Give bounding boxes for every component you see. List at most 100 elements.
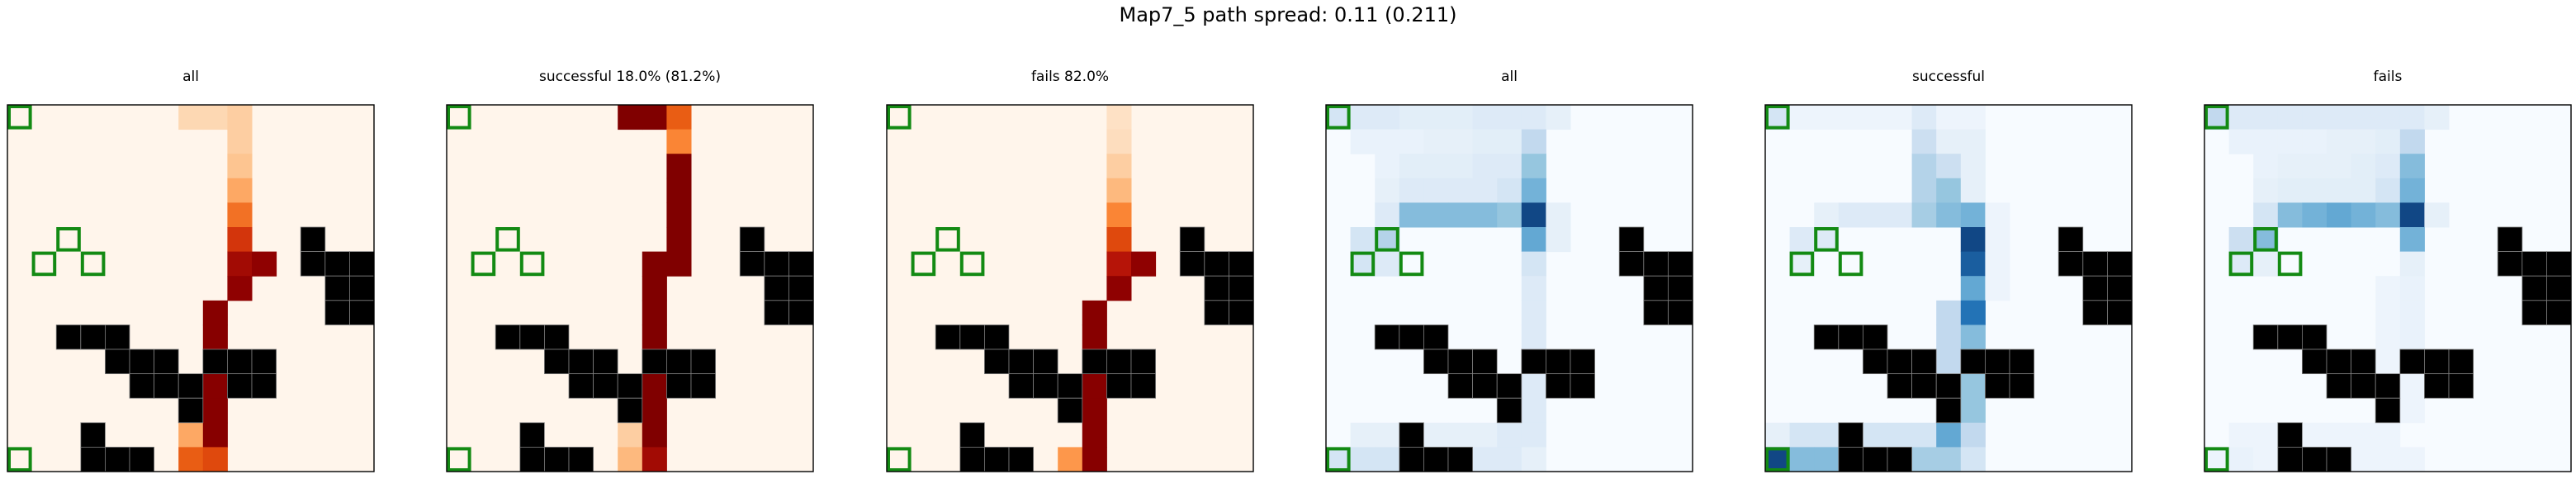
wall-cell xyxy=(2277,324,2303,350)
wall-cell xyxy=(1374,324,1400,350)
wall-cell xyxy=(690,349,717,375)
heatmap-cell xyxy=(2375,447,2401,472)
heatmap-cell xyxy=(642,373,667,399)
heatmap-cell xyxy=(2253,129,2279,154)
wall-cell xyxy=(2057,226,2084,253)
heatmap-cell xyxy=(1521,202,1546,228)
heatmap-cell xyxy=(1960,227,1986,253)
wall-cell xyxy=(1082,349,1107,375)
wall-cell xyxy=(984,447,1010,472)
marker-square xyxy=(1789,251,1815,277)
wall-cell xyxy=(2351,373,2376,399)
heatmap-cell xyxy=(1960,398,1986,424)
heatmap-cell xyxy=(227,178,253,203)
wall-cell xyxy=(1033,349,1058,375)
heatmap-cell xyxy=(2253,447,2279,472)
heatmap-cell xyxy=(2253,422,2279,448)
wall-cell xyxy=(959,324,985,350)
heatmap-cell xyxy=(1960,202,1986,228)
wall-cell xyxy=(1229,300,1254,325)
heatmap-cell xyxy=(666,202,692,228)
heatmap-cell xyxy=(1911,202,1937,228)
heatmap-cell xyxy=(1789,422,1815,448)
heatmap-cell xyxy=(1472,129,1498,154)
heatmap-cell xyxy=(2399,447,2425,472)
marker-square xyxy=(2253,227,2278,252)
heatmap-cell xyxy=(1106,154,1132,179)
heatmap-cell xyxy=(1106,251,1132,277)
heatmap-cell xyxy=(1521,373,1546,399)
heatmap-cell xyxy=(1131,251,1157,277)
wall-cell xyxy=(1447,373,1474,399)
heatmap-cell xyxy=(1350,129,1376,154)
heatmap-cell xyxy=(642,300,667,325)
wall-cell xyxy=(2277,422,2303,448)
heatmap-cell xyxy=(2277,178,2303,203)
heatmap-cell xyxy=(1448,105,1474,130)
heatmap-cell xyxy=(2375,300,2401,325)
heatmap-cell xyxy=(1985,227,2010,253)
marker-square xyxy=(31,251,57,277)
heatmap-cell xyxy=(618,105,643,130)
heatmap-cell xyxy=(1960,447,1986,472)
heatmap-cell xyxy=(2399,300,2425,325)
wall-cell xyxy=(617,397,643,424)
heatmap-cell xyxy=(1448,202,1474,228)
wall-cell xyxy=(2423,349,2450,375)
marker-square xyxy=(2204,447,2229,472)
heatmap-cell xyxy=(1814,422,1840,448)
heatmap-cell xyxy=(178,105,204,130)
wall-cell xyxy=(1887,349,1913,375)
wall-cell xyxy=(2423,373,2450,399)
heatmap-cell xyxy=(666,251,692,277)
wall-cell xyxy=(1399,447,1424,472)
wall-cell xyxy=(1862,349,1888,375)
marker-square xyxy=(911,251,936,277)
wall-cell xyxy=(1984,349,2010,375)
wall-cell xyxy=(105,324,130,350)
heatmap-cell xyxy=(1863,105,1888,130)
wall-cell xyxy=(1618,226,1645,253)
heatmap-cell xyxy=(2424,105,2450,130)
wall-cell xyxy=(154,349,179,375)
wall-cell xyxy=(1887,447,1913,472)
wall-cell xyxy=(1423,324,1449,350)
heatmap-panel-2: successful 18.0% (81.2%) xyxy=(446,69,814,472)
heatmap-cell xyxy=(2424,202,2450,228)
heatmap-cell xyxy=(1863,202,1888,228)
wall-cell xyxy=(666,349,692,375)
panel-frame xyxy=(1764,104,2133,472)
heatmap-cell xyxy=(2399,154,2425,179)
wall-cell xyxy=(324,275,350,301)
heatmap-cell xyxy=(227,154,253,179)
heatmap-cell xyxy=(1814,227,1840,253)
heatmap-cell xyxy=(618,447,643,472)
marker-square xyxy=(1375,227,1399,252)
heatmap-cell xyxy=(1960,105,1986,130)
heatmap-cell xyxy=(2228,227,2254,253)
heatmap-cell xyxy=(642,422,667,448)
wall-cell xyxy=(1447,447,1474,472)
panel-frame xyxy=(886,104,1254,472)
wall-cell xyxy=(80,447,106,472)
heatmap-panel-1: all xyxy=(7,69,375,472)
heatmap-cell xyxy=(1497,178,1522,203)
wall-cell xyxy=(764,300,789,325)
heatmap-cell xyxy=(2351,447,2376,472)
heatmap-cell xyxy=(2228,422,2254,448)
heatmap-cell xyxy=(1497,129,1522,154)
heatmap-cell xyxy=(1863,422,1888,448)
wall-cell xyxy=(1130,373,1157,399)
heatmap-cell xyxy=(1960,154,1986,179)
marker-square xyxy=(1326,105,1351,130)
heatmap-cell xyxy=(1789,251,1815,277)
marker-square xyxy=(1326,447,1351,472)
heatmap-cell xyxy=(1960,300,1986,325)
wall-cell xyxy=(2545,275,2572,301)
wall-cell xyxy=(1008,349,1035,375)
wall-cell xyxy=(1179,226,1205,253)
wall-cell xyxy=(1935,373,1962,399)
wall-cell xyxy=(1472,373,1498,399)
wall-cell xyxy=(1399,324,1424,350)
panel-title: successful xyxy=(1912,69,1985,85)
